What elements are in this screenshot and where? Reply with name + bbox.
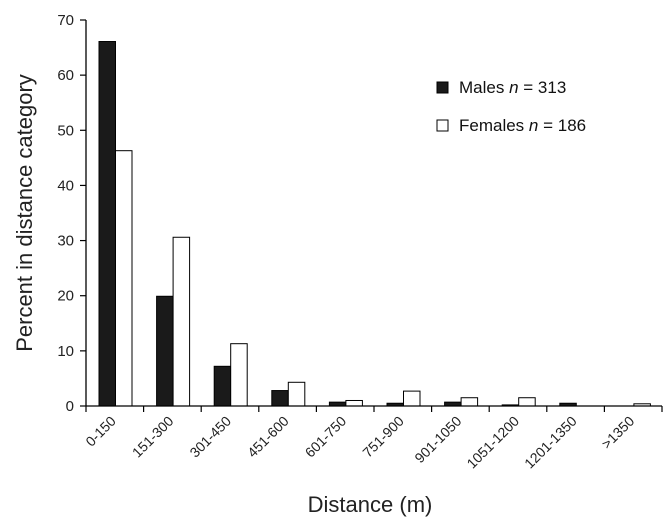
bar-females-4 bbox=[345, 399, 363, 407]
legend: Males n = 313 Females n = 186 bbox=[436, 78, 586, 135]
x-tick-label: 1051-1200 bbox=[463, 413, 522, 472]
x-tick-label: 451-600 bbox=[244, 413, 292, 461]
legend-label-females: Females n = 186 bbox=[459, 116, 586, 135]
legend-swatch-females bbox=[436, 119, 449, 132]
y-tick-label: 20 bbox=[57, 288, 74, 305]
x-tick-label: >1350 bbox=[598, 413, 637, 452]
legend-label-males: Males n = 313 bbox=[459, 78, 566, 97]
y-axis-title: Percent in distance category bbox=[12, 74, 37, 352]
bar-females-7 bbox=[518, 397, 536, 407]
bar-males-1 bbox=[156, 295, 174, 407]
y-tick-label: 30 bbox=[57, 233, 74, 250]
x-tick-label: 601-750 bbox=[302, 413, 350, 461]
legend-series-name: Males bbox=[459, 78, 509, 97]
x-axis-title: Distance (m) bbox=[308, 492, 433, 517]
bar-males-2 bbox=[213, 365, 232, 407]
legend-series-name: Females bbox=[459, 116, 529, 135]
x-axis: 0-150 151-300 301-450 451-600 601-750 751-900… bbox=[82, 405, 663, 472]
y-tick-label: 0 bbox=[66, 398, 74, 415]
x-tick-label: 1201-1350 bbox=[521, 413, 580, 472]
y-tick-label: 60 bbox=[57, 67, 74, 84]
legend-n-symbol: n bbox=[529, 116, 538, 135]
legend-swatch-males bbox=[436, 81, 449, 94]
legend-n-value: = 313 bbox=[519, 78, 567, 97]
bar-males-3 bbox=[271, 390, 289, 407]
legend-n-value: = 186 bbox=[538, 116, 586, 135]
bar-females-0 bbox=[115, 150, 133, 407]
y-tick-label: 10 bbox=[57, 343, 74, 360]
x-tick-label: 751-900 bbox=[359, 413, 407, 461]
y-tick-label: 40 bbox=[57, 177, 74, 194]
x-tick-label: 151-300 bbox=[129, 413, 177, 461]
bar-females-5 bbox=[403, 390, 421, 407]
bar-females-1 bbox=[172, 236, 191, 407]
x-tick-label: 0-150 bbox=[82, 413, 119, 450]
legend-n-symbol: n bbox=[509, 78, 518, 97]
y-axis: 0 10 20 30 40 50 60 70 bbox=[57, 12, 87, 415]
y-tick-label: 50 bbox=[57, 122, 74, 139]
x-tick-label: 901-1050 bbox=[411, 413, 464, 466]
bar-females-3 bbox=[287, 381, 306, 407]
bar-females-2 bbox=[230, 343, 248, 407]
bar-males-0 bbox=[98, 41, 116, 407]
y-tick-label: 70 bbox=[57, 12, 74, 29]
bar-females-6 bbox=[460, 397, 479, 407]
x-tick-label: 301-450 bbox=[186, 413, 234, 461]
bars-group bbox=[98, 41, 651, 407]
